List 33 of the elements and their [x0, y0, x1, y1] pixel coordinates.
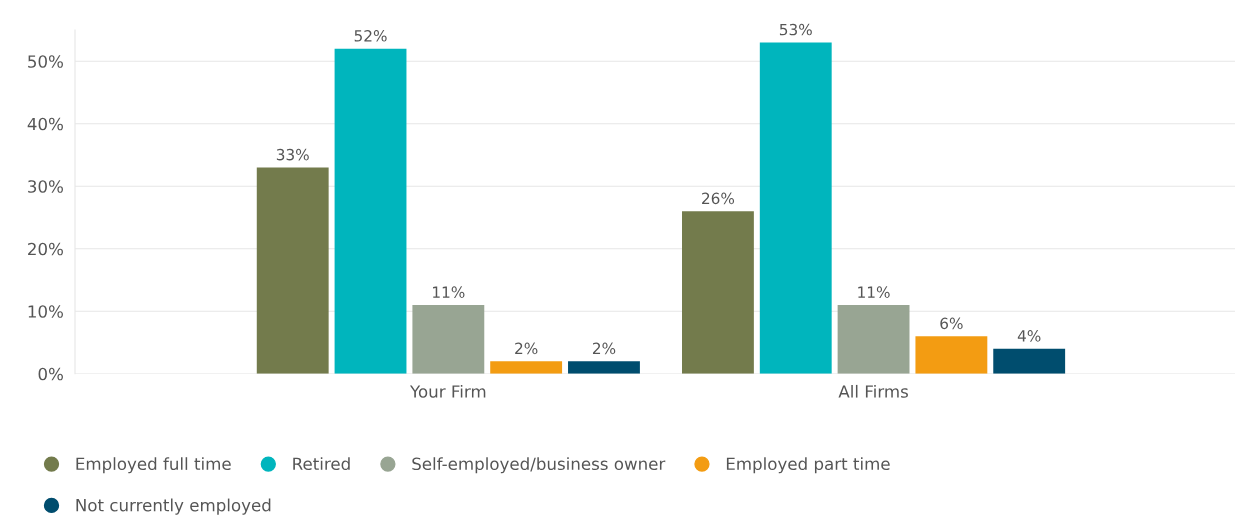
y-tick-label: 30% [28, 180, 63, 193]
x-tick-label: Your Firm [409, 384, 486, 398]
data-label: 11% [858, 286, 890, 298]
legend-label: Employed full time [76, 457, 231, 474]
y-tick-label: 40% [27, 117, 63, 131]
data-label: 11% [433, 286, 465, 298]
bar [837, 305, 910, 374]
data-label: 52% [354, 30, 387, 42]
bar [759, 42, 832, 374]
legend-label: Self-employed/business owner [412, 457, 666, 474]
data-label: 26% [702, 192, 735, 205]
legend-label: Not currently employed [76, 498, 271, 515]
data-label: 6% [940, 317, 963, 330]
bar [993, 348, 1066, 374]
bar [334, 48, 407, 374]
x-tick-label: All Firms [838, 384, 908, 398]
legend-label: Employed part time [726, 457, 890, 474]
data-label: 33% [276, 148, 309, 161]
bar [682, 211, 754, 374]
bar [568, 361, 640, 374]
bar [256, 167, 329, 374]
data-label: 53% [779, 23, 812, 36]
legend-label: Retired [293, 457, 350, 471]
bar [412, 305, 485, 374]
data-label: 2% [515, 342, 538, 355]
bar [490, 361, 563, 374]
data-label: 2% [592, 342, 616, 355]
y-tick-label: 20% [28, 242, 63, 256]
y-tick-label: 50% [28, 55, 63, 68]
data-label: 4% [1017, 330, 1041, 342]
y-tick-label: 0% [38, 367, 63, 381]
bar [915, 336, 988, 374]
y-tick-label: 10% [28, 305, 63, 318]
